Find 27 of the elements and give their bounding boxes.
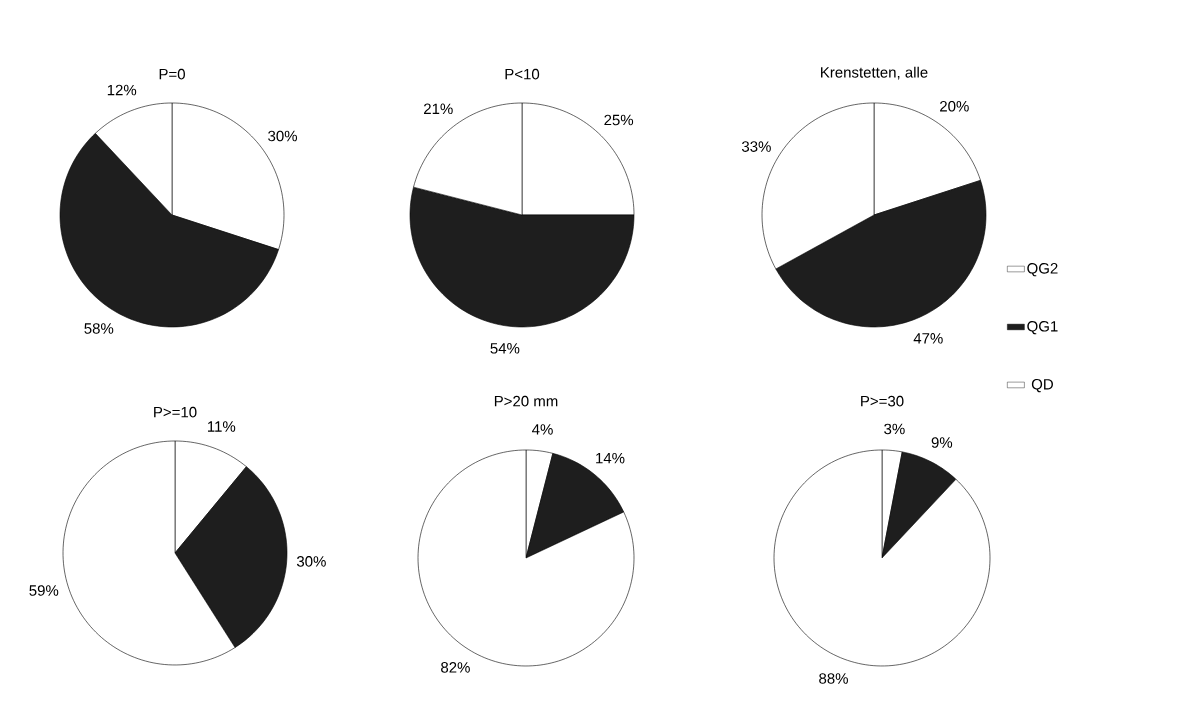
data-label: 3% [884,423,905,435]
legend-label: QG1 [1027,321,1058,335]
legend-label: QD [1031,378,1053,393]
data-label: 9% [931,437,953,448]
data-label: 21% [424,103,453,115]
data-label: 20% [940,100,969,112]
chart-title: P<10 [505,68,540,80]
data-label: 14% [596,452,625,464]
chart-title: Krenstetten, alle [821,66,928,80]
data-label: 88% [819,673,848,684]
chart-title: P>=30 [861,395,904,407]
data-label: 12% [107,84,137,96]
data-label: 82% [441,662,470,673]
data-label: 54% [490,343,520,354]
data-label: 25% [604,114,634,126]
data-label: 58% [84,323,114,334]
chart-title: P=0 [159,68,185,80]
data-label: 33% [741,141,771,152]
chart-title: P>=10 [154,406,197,418]
data-label: 47% [913,333,943,344]
data-label: 11% [207,421,236,432]
data-label: 4% [532,424,553,435]
chart-title: P>20 mm [494,395,558,407]
data-label: 30% [268,130,298,142]
data-label: 59% [29,585,59,596]
legend-label: QG2 [1027,263,1058,277]
data-label: 30% [296,556,326,567]
